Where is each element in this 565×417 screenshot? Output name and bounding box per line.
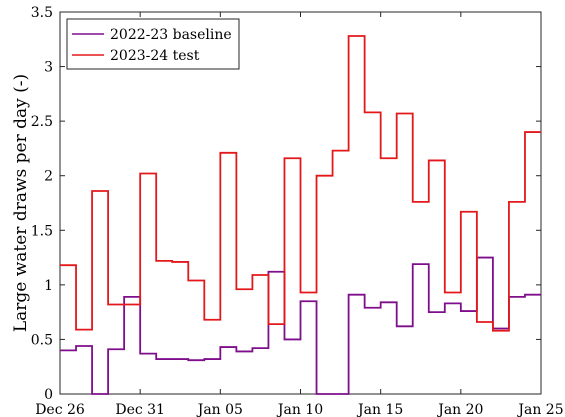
y-tick-label: 1 (44, 278, 53, 294)
series-line-baseline (60, 256, 541, 395)
legend-box (66, 18, 240, 70)
y-axis-label: Large water draws per day (-) (11, 74, 31, 332)
y-tick-label: 0.5 (31, 332, 53, 348)
legend-label-test: 2023-24 test (110, 48, 200, 64)
y-tick-label: 0 (44, 387, 53, 403)
x-tick-label: Jan 15 (356, 402, 403, 417)
x-tick-label: Dec 31 (115, 402, 165, 417)
y-tick-label: 1.5 (31, 223, 53, 239)
x-tick-label: Jan 10 (276, 402, 323, 417)
x-axis-ticks: Dec 26 Dec 31 Jan 05 Jan 10 Jan 15 Jan 20 Jan … (35, 12, 564, 417)
legend: 2022-23 baseline 2023-24 test (66, 18, 240, 70)
x-tick-label: Jan 25 (516, 402, 563, 417)
series-line-test (60, 35, 541, 332)
x-tick-label: Jan 05 (196, 402, 243, 417)
y-tick-label: 3 (44, 60, 53, 76)
y-tick-label: 3.5 (31, 5, 53, 21)
x-tick-label: Jan 20 (436, 402, 483, 417)
legend-label-baseline: 2022-23 baseline (110, 27, 232, 43)
x-tick-label: Dec 26 (35, 402, 85, 417)
plot-area: 0 0.5 1 1.5 2 2.5 3 3.5 Dec 26 Dec 31 Jan 05 Jan 1… (31, 5, 564, 417)
y-tick-label: 2.5 (31, 114, 53, 130)
series-layer (60, 35, 541, 395)
y-tick-label: 2 (44, 169, 53, 185)
y-axis-ticks: 0 0.5 1 1.5 2 2.5 3 3.5 (31, 5, 541, 403)
